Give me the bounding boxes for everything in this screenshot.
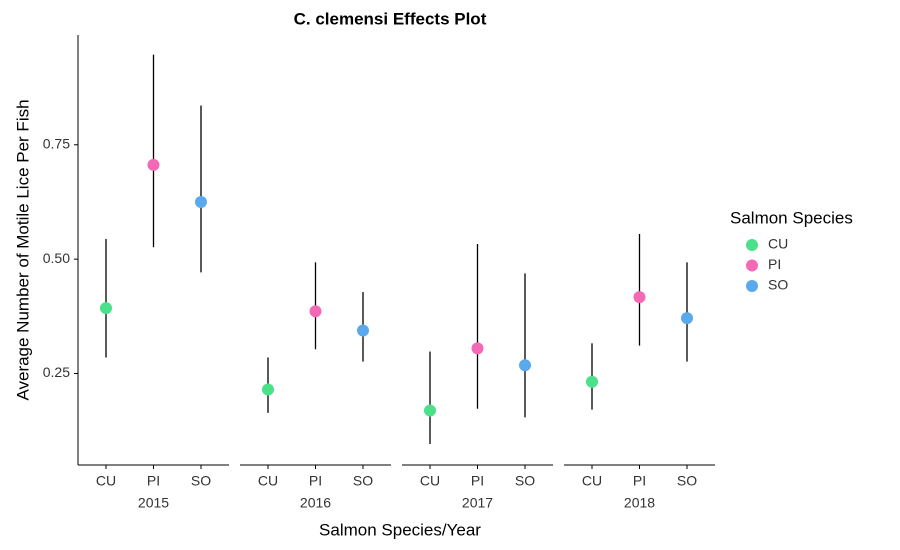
chart-title: C. clemensi Effects Plot <box>294 9 487 28</box>
x-tick-label: PI <box>633 473 646 489</box>
x-tick-label: SO <box>677 473 697 489</box>
facet-label: 2015 <box>138 495 169 511</box>
x-tick-label: CU <box>582 473 602 489</box>
point <box>309 305 322 318</box>
point <box>681 312 693 325</box>
x-axis-label: Salmon Species/Year <box>319 520 481 539</box>
x-tick-label: PI <box>471 473 484 489</box>
x-tick-label: SO <box>353 473 373 489</box>
facet-label: 2017 <box>462 495 493 511</box>
y-tick-label: 0.50 <box>43 250 70 266</box>
x-tick-label: PI <box>309 473 322 489</box>
point <box>147 158 160 171</box>
y-axis-label: Average Number of Motile Lice Per Fish <box>13 99 32 400</box>
point <box>195 195 207 208</box>
legend-title: Salmon Species <box>730 208 853 227</box>
point <box>262 383 274 396</box>
x-tick-label: SO <box>191 473 211 489</box>
x-tick-label: SO <box>515 473 535 489</box>
point <box>633 291 646 304</box>
point <box>471 342 484 355</box>
facet-label: 2016 <box>300 495 331 511</box>
y-tick-label: 0.25 <box>43 364 70 380</box>
legend-marker <box>746 280 758 292</box>
legend-label: CU <box>768 236 788 252</box>
point <box>519 359 531 372</box>
facet-label: 2018 <box>624 495 655 511</box>
legend-label: PI <box>768 256 781 272</box>
point <box>357 324 369 337</box>
x-tick-label: CU <box>420 473 440 489</box>
legend-marker <box>746 239 758 251</box>
legend-marker <box>746 259 758 272</box>
x-tick-label: CU <box>258 473 278 489</box>
x-tick-label: PI <box>147 473 160 489</box>
legend-label: SO <box>768 277 788 293</box>
point <box>100 302 112 315</box>
x-tick-label: CU <box>96 473 116 489</box>
point <box>424 404 436 417</box>
point <box>586 375 598 388</box>
y-tick-label: 0.75 <box>43 135 70 151</box>
